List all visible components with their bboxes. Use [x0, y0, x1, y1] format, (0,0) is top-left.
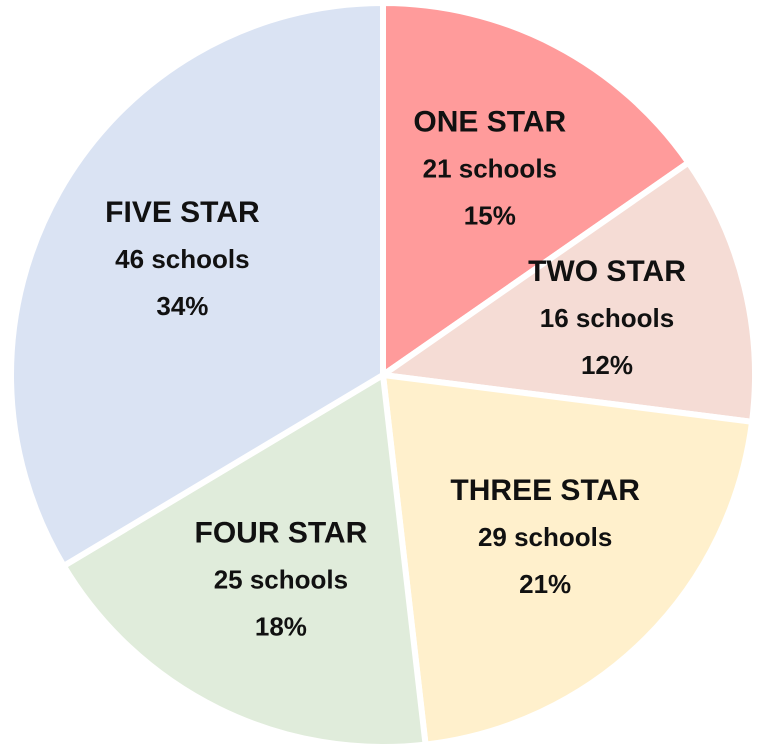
slice-label: ONE STAR	[413, 106, 566, 139]
slice-label: TWO STAR	[528, 255, 686, 288]
value-label: 21 schools	[423, 153, 557, 183]
value-label: 25 schools	[214, 565, 348, 595]
percent-label: 21%	[519, 569, 571, 599]
pie-slice	[8, 0, 386, 569]
pie-slice	[380, 372, 756, 746]
slice-label: FOUR STAR	[195, 517, 368, 550]
percent-label: 15%	[464, 200, 516, 230]
value-label: 46 schools	[115, 244, 249, 274]
value-label: 16 schools	[540, 303, 674, 333]
slice-label: THREE STAR	[450, 474, 640, 507]
pie-slice	[60, 372, 429, 746]
percent-label: 34%	[156, 291, 208, 321]
pie-slice	[380, 159, 758, 425]
percent-label: 18%	[255, 612, 307, 642]
percent-label: 12%	[581, 350, 633, 380]
slice-label: FIVE STAR	[105, 196, 260, 229]
pie-slice	[380, 0, 692, 378]
value-label: 29 schools	[478, 522, 612, 552]
